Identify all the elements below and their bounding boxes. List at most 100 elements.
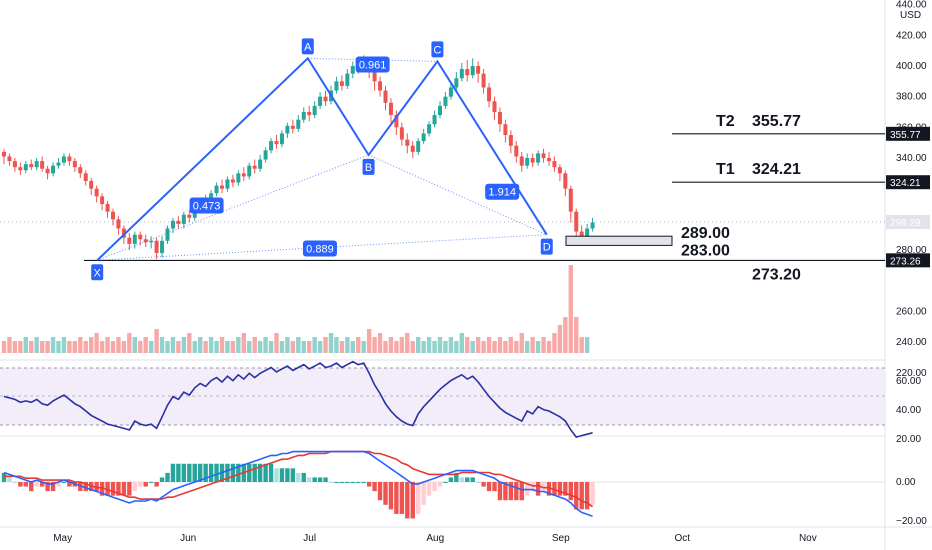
candle <box>236 170 241 186</box>
volume-bar <box>279 341 285 353</box>
candle <box>247 162 252 180</box>
candle <box>160 236 165 258</box>
rsi-tick-label: 60.00 <box>896 376 921 387</box>
volume-bar <box>83 341 88 353</box>
candle <box>497 107 502 132</box>
macd-histogram-bar <box>557 482 563 496</box>
candle <box>574 208 579 241</box>
macd-histogram-bar <box>50 482 56 492</box>
candle-body <box>72 161 77 168</box>
level-name: T2 <box>716 113 735 130</box>
price-tag-label: 298.29 <box>890 218 921 229</box>
volume-bar <box>574 317 579 353</box>
candle-body <box>579 231 584 237</box>
price-tag: 324.21 <box>886 175 930 190</box>
candle <box>225 176 230 192</box>
candle-body <box>432 115 437 125</box>
macd-histogram-bar <box>426 482 432 496</box>
x-tick-label: Nov <box>799 533 817 544</box>
candle-body <box>34 161 39 168</box>
volume-bar <box>317 341 323 353</box>
volume-bar <box>236 337 241 353</box>
candle-body <box>568 188 573 212</box>
candle-body <box>252 165 257 169</box>
volume-bar <box>372 337 377 353</box>
volume-bar <box>241 333 246 353</box>
candle-body <box>312 105 317 116</box>
volume-bar <box>29 341 34 353</box>
macd-histogram-bar <box>94 482 99 492</box>
macd-histogram-bar <box>23 482 28 487</box>
candle <box>536 150 541 166</box>
macd-histogram-bar <box>590 482 595 505</box>
y-tick-label: 260.00 <box>896 307 927 318</box>
macd-panel <box>1 450 595 519</box>
macd-histogram-bar <box>394 482 399 514</box>
pattern-point-box <box>540 238 553 255</box>
volume-bar <box>416 337 421 353</box>
volume-bar <box>187 333 192 353</box>
candle-body <box>23 164 28 171</box>
candle-body <box>165 228 170 241</box>
candle <box>568 185 573 223</box>
candle-body <box>116 219 121 229</box>
candle-body <box>585 228 590 237</box>
macd-histogram-bar <box>563 482 568 496</box>
macd-histogram-bar <box>492 482 497 492</box>
y-tick-label: 380.00 <box>896 92 927 103</box>
candle-body <box>519 156 524 166</box>
x-tick-label: Sep <box>552 533 570 544</box>
candle <box>530 153 535 168</box>
volume-bar <box>23 337 28 353</box>
volume-bar <box>170 337 176 353</box>
candle-body <box>448 87 453 97</box>
volume-bar <box>301 341 306 353</box>
candle-body <box>258 159 263 169</box>
volume-bar <box>138 341 143 353</box>
macd-histogram-bar <box>486 482 492 492</box>
candle <box>176 216 181 229</box>
price-tag-box <box>886 126 930 141</box>
volume-bar <box>563 317 568 353</box>
candle-body <box>241 173 246 177</box>
macd-line <box>3 450 593 517</box>
macd-histogram-bar <box>454 472 459 482</box>
volume-bar <box>219 337 225 353</box>
candle-body <box>29 164 34 168</box>
candle <box>323 90 328 106</box>
pattern-point-label: D <box>543 242 551 254</box>
volume-bar <box>552 333 557 353</box>
x-tick-label: Aug <box>426 533 444 544</box>
volume-bar <box>127 333 132 353</box>
volume-bar <box>530 337 535 353</box>
volume-bar <box>34 337 39 353</box>
candle-body <box>214 185 219 194</box>
candle <box>23 161 28 174</box>
candle-body <box>476 66 481 74</box>
candle <box>252 159 257 174</box>
volume-bar <box>383 341 388 353</box>
candle <box>388 98 393 123</box>
macd-histogram-bar <box>170 463 176 482</box>
candle-body <box>220 185 224 189</box>
macd-histogram-bar <box>274 468 279 482</box>
macd-histogram-bar <box>121 482 127 496</box>
candle-body <box>334 81 339 91</box>
pattern-point-label: X <box>94 267 102 279</box>
macd-histogram-bar <box>323 477 328 482</box>
candle <box>214 182 219 197</box>
candle-body <box>405 139 410 146</box>
volume-bar <box>492 341 497 353</box>
ratio-badge-box <box>302 240 337 257</box>
candle <box>100 193 105 211</box>
candle <box>405 133 410 154</box>
volume-bar <box>12 341 18 353</box>
candle-body <box>160 240 165 254</box>
candle <box>307 105 312 122</box>
volume-bar <box>426 337 432 353</box>
pattern-point-box <box>301 38 314 55</box>
candle-body <box>56 162 61 166</box>
macd-histogram-bar <box>377 482 383 501</box>
x-tick-label: Jun <box>180 533 196 544</box>
